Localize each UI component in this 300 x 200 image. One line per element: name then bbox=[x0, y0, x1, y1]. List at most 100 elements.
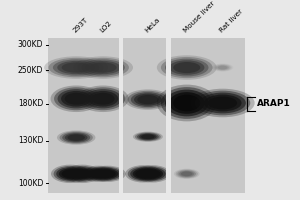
Ellipse shape bbox=[216, 65, 229, 70]
Ellipse shape bbox=[74, 170, 91, 178]
Ellipse shape bbox=[83, 167, 114, 181]
Ellipse shape bbox=[61, 91, 91, 107]
Ellipse shape bbox=[65, 133, 88, 142]
Ellipse shape bbox=[88, 169, 109, 179]
Text: Rat liver: Rat liver bbox=[218, 8, 244, 34]
Ellipse shape bbox=[97, 169, 118, 179]
Ellipse shape bbox=[195, 91, 250, 115]
Ellipse shape bbox=[173, 62, 200, 73]
Ellipse shape bbox=[169, 60, 204, 75]
Text: ARAP1: ARAP1 bbox=[257, 99, 291, 108]
Ellipse shape bbox=[208, 96, 237, 109]
Ellipse shape bbox=[51, 85, 102, 112]
Ellipse shape bbox=[124, 89, 171, 110]
Ellipse shape bbox=[157, 85, 217, 121]
Ellipse shape bbox=[130, 168, 157, 180]
Ellipse shape bbox=[73, 56, 133, 79]
Ellipse shape bbox=[212, 63, 233, 72]
Text: 250KD: 250KD bbox=[18, 66, 43, 75]
Ellipse shape bbox=[139, 168, 166, 180]
Ellipse shape bbox=[77, 85, 129, 112]
Ellipse shape bbox=[161, 57, 213, 78]
Ellipse shape bbox=[134, 94, 162, 106]
Ellipse shape bbox=[89, 62, 117, 73]
Ellipse shape bbox=[133, 169, 154, 179]
Ellipse shape bbox=[213, 64, 232, 71]
Ellipse shape bbox=[142, 169, 163, 179]
Ellipse shape bbox=[94, 168, 121, 180]
Ellipse shape bbox=[92, 93, 115, 105]
Ellipse shape bbox=[80, 166, 117, 182]
Ellipse shape bbox=[137, 95, 159, 104]
Ellipse shape bbox=[141, 134, 155, 139]
Ellipse shape bbox=[176, 169, 198, 178]
Ellipse shape bbox=[44, 56, 108, 79]
Ellipse shape bbox=[190, 89, 255, 117]
Ellipse shape bbox=[58, 89, 95, 108]
Ellipse shape bbox=[68, 134, 85, 141]
Ellipse shape bbox=[133, 132, 163, 142]
Ellipse shape bbox=[49, 58, 104, 77]
Ellipse shape bbox=[181, 172, 193, 176]
Ellipse shape bbox=[125, 165, 162, 183]
Ellipse shape bbox=[77, 58, 129, 77]
Ellipse shape bbox=[204, 95, 242, 111]
Ellipse shape bbox=[137, 166, 168, 181]
Ellipse shape bbox=[218, 66, 227, 69]
Ellipse shape bbox=[84, 89, 122, 108]
Ellipse shape bbox=[81, 87, 125, 110]
Ellipse shape bbox=[165, 90, 208, 116]
Ellipse shape bbox=[135, 170, 152, 178]
Ellipse shape bbox=[54, 166, 87, 182]
Ellipse shape bbox=[63, 165, 101, 183]
Text: Mouse liver: Mouse liver bbox=[182, 0, 216, 34]
Ellipse shape bbox=[144, 170, 160, 178]
Ellipse shape bbox=[161, 87, 213, 119]
Ellipse shape bbox=[179, 171, 194, 177]
Ellipse shape bbox=[71, 168, 94, 179]
Ellipse shape bbox=[199, 93, 246, 113]
Ellipse shape bbox=[157, 55, 217, 80]
Ellipse shape bbox=[139, 134, 157, 140]
Ellipse shape bbox=[177, 170, 196, 178]
Ellipse shape bbox=[131, 92, 165, 107]
Ellipse shape bbox=[92, 167, 123, 181]
Ellipse shape bbox=[137, 133, 159, 140]
Ellipse shape bbox=[53, 59, 100, 76]
Ellipse shape bbox=[61, 170, 79, 178]
Text: HeLa: HeLa bbox=[144, 17, 161, 34]
Ellipse shape bbox=[57, 130, 95, 145]
Ellipse shape bbox=[134, 165, 170, 183]
Ellipse shape bbox=[174, 169, 200, 179]
Ellipse shape bbox=[57, 61, 95, 74]
Ellipse shape bbox=[90, 170, 107, 178]
Ellipse shape bbox=[88, 91, 118, 107]
Ellipse shape bbox=[51, 165, 89, 183]
Ellipse shape bbox=[169, 92, 204, 114]
Ellipse shape bbox=[59, 168, 82, 179]
Text: 180KD: 180KD bbox=[18, 99, 43, 108]
Ellipse shape bbox=[173, 95, 200, 111]
Text: 293T: 293T bbox=[72, 17, 89, 34]
Ellipse shape bbox=[62, 132, 90, 143]
Ellipse shape bbox=[81, 59, 125, 76]
Text: 300KD: 300KD bbox=[18, 40, 43, 49]
Bar bbox=[167, 38, 171, 193]
Ellipse shape bbox=[165, 59, 208, 76]
Ellipse shape bbox=[60, 131, 93, 144]
Ellipse shape bbox=[128, 166, 159, 181]
Text: 100KD: 100KD bbox=[18, 179, 43, 188]
Ellipse shape bbox=[135, 132, 161, 141]
Bar bbox=[118, 38, 123, 193]
Ellipse shape bbox=[66, 166, 99, 182]
Bar bbox=[48, 38, 245, 193]
Ellipse shape bbox=[85, 168, 112, 180]
Text: LO2: LO2 bbox=[99, 20, 113, 34]
Ellipse shape bbox=[68, 167, 96, 181]
Ellipse shape bbox=[85, 61, 121, 74]
Ellipse shape bbox=[61, 62, 91, 73]
Ellipse shape bbox=[89, 166, 126, 182]
Ellipse shape bbox=[54, 87, 98, 110]
Text: 130KD: 130KD bbox=[18, 136, 43, 145]
Ellipse shape bbox=[215, 65, 230, 71]
